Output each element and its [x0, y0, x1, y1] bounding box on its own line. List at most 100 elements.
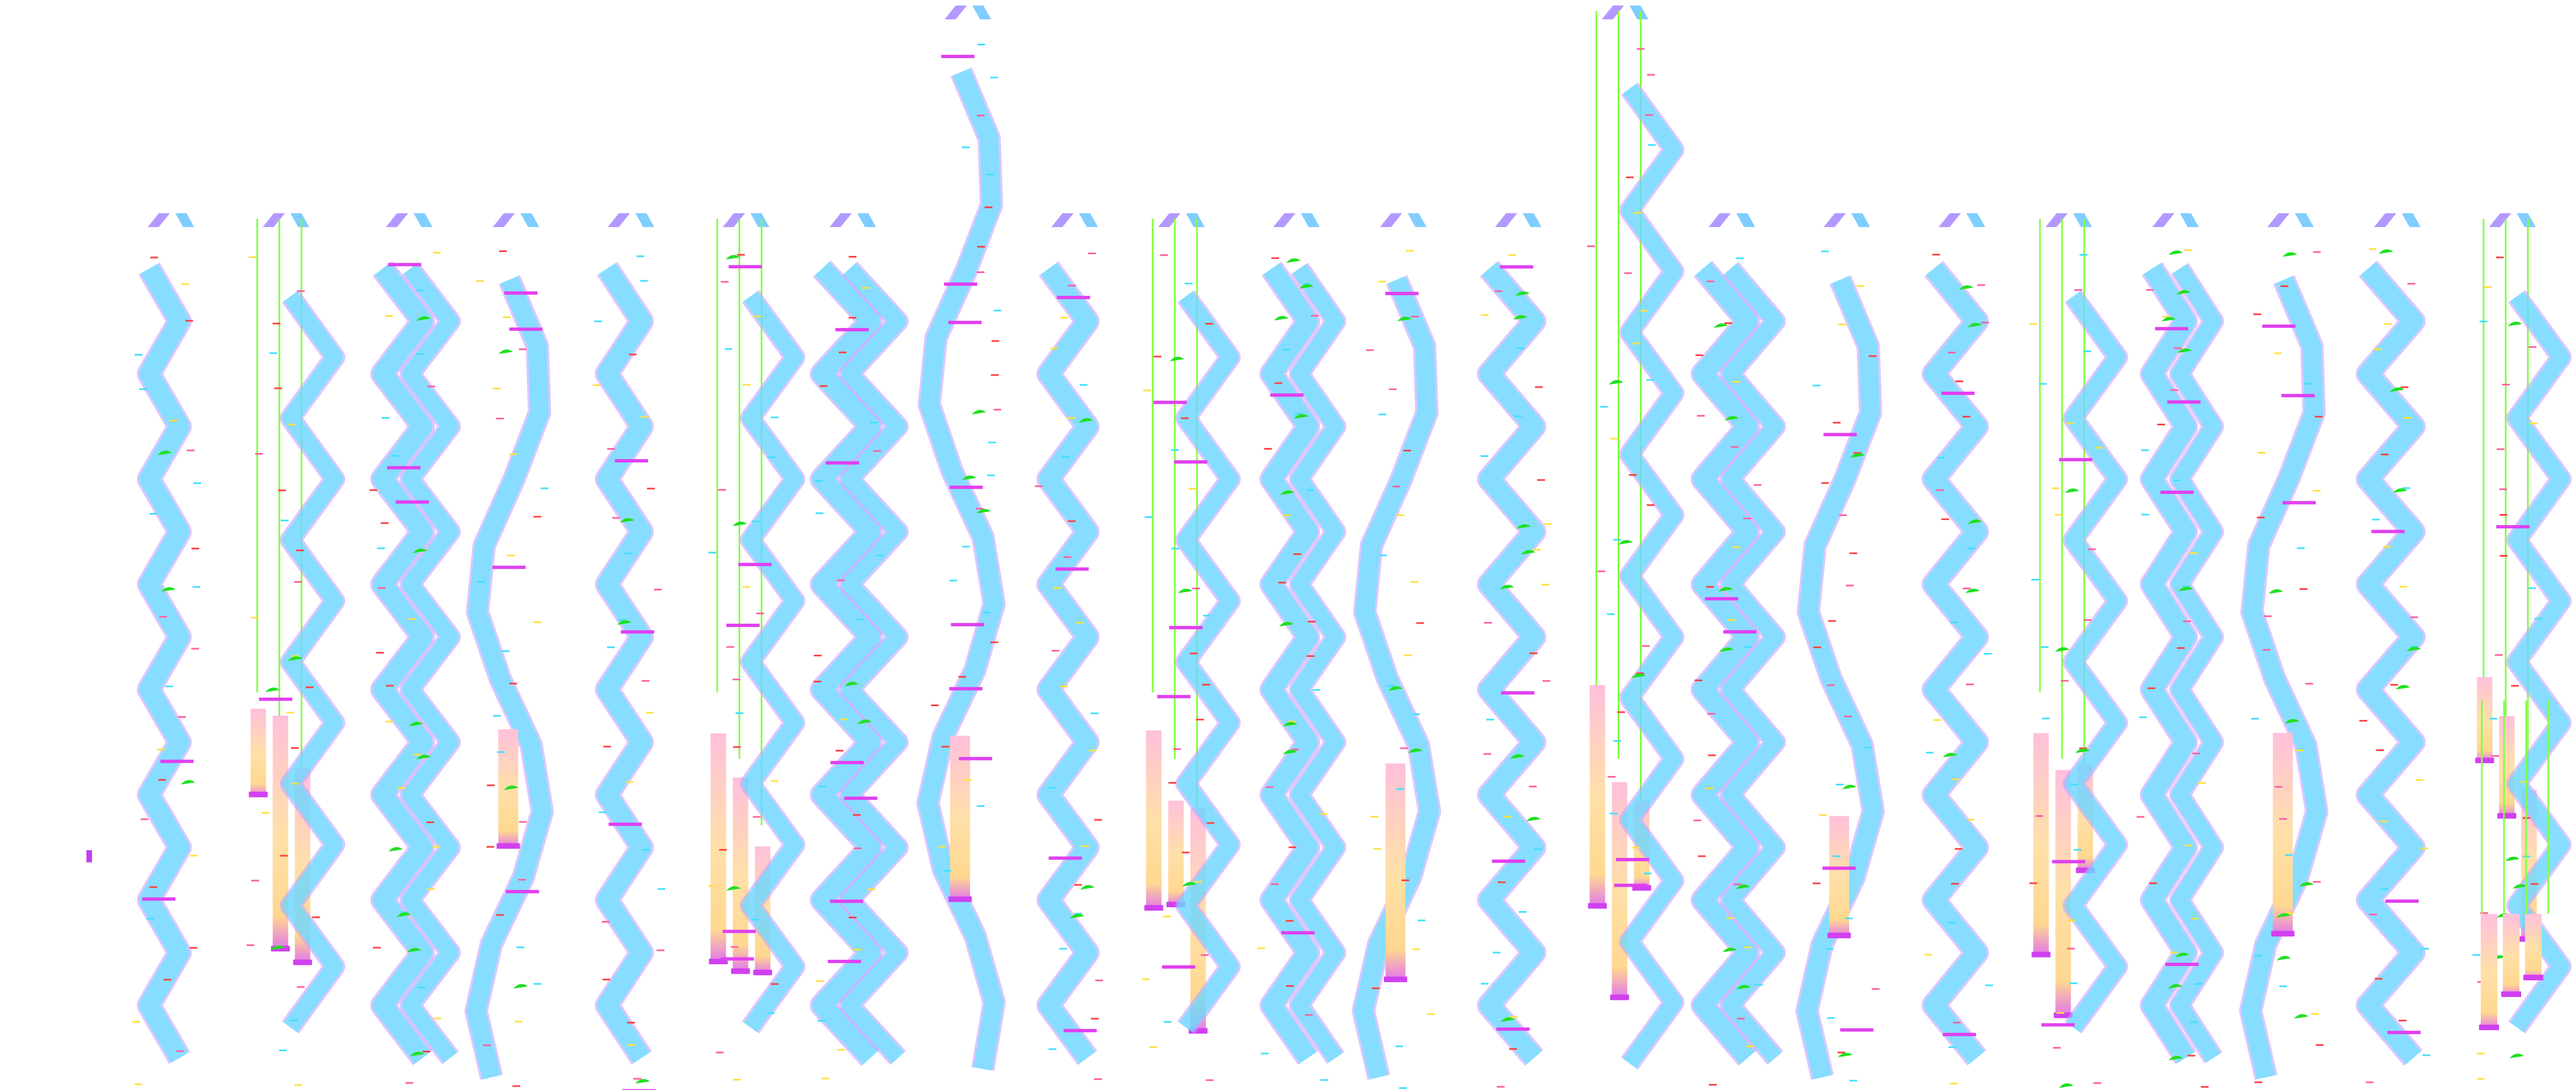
marker — [2070, 982, 2078, 984]
marker — [1632, 846, 1640, 849]
magenta-tag — [1823, 433, 1857, 436]
leaf-marker — [2406, 646, 2421, 651]
leaf-marker — [1736, 985, 1751, 990]
bar — [2525, 914, 2542, 980]
marker — [165, 685, 173, 687]
marker — [519, 821, 527, 823]
marker — [627, 1044, 635, 1046]
marker — [291, 783, 299, 785]
marker — [2374, 348, 2382, 351]
header-glyph — [829, 213, 852, 227]
leaf-marker — [413, 548, 428, 553]
marker — [2380, 888, 2388, 891]
marker — [1926, 752, 1934, 754]
leaf-marker — [1609, 380, 1624, 385]
marker — [1950, 621, 1958, 624]
marker — [861, 287, 870, 289]
marker — [1821, 482, 1829, 484]
leaf-marker — [2510, 1053, 2524, 1058]
marker — [1510, 1016, 1518, 1019]
marker — [2095, 446, 2103, 449]
marker — [1282, 348, 1290, 351]
marker — [1871, 988, 1880, 990]
ribbon — [812, 261, 881, 1065]
marker — [941, 745, 950, 748]
ribbon — [1479, 262, 1544, 1065]
bar-cap — [1144, 905, 1163, 911]
header-glyph — [1051, 213, 1074, 227]
marker — [814, 655, 822, 657]
marker — [149, 886, 157, 888]
leaf-marker — [1968, 519, 1983, 524]
marker — [1828, 620, 1836, 622]
ribbon — [2065, 291, 2126, 1032]
marker — [2170, 952, 2178, 954]
marker — [1181, 417, 1189, 419]
marker — [516, 946, 525, 948]
marker — [1947, 922, 1956, 924]
leaf-marker — [2178, 587, 2193, 592]
header-glyph — [520, 213, 540, 227]
marker — [1271, 883, 1279, 885]
marker — [835, 749, 844, 752]
marker — [261, 812, 269, 814]
marker — [1048, 786, 1056, 789]
marker — [1845, 917, 1853, 919]
marker — [1192, 587, 1200, 589]
bar-cap — [249, 791, 268, 798]
marker — [1399, 1087, 1407, 1089]
marker — [1821, 250, 1829, 253]
marker — [1951, 883, 1959, 885]
marker — [1933, 719, 1941, 721]
marker — [1205, 1079, 1214, 1081]
header-glyph — [2374, 213, 2397, 227]
leaf-marker — [1182, 882, 1197, 887]
marker — [2368, 248, 2377, 250]
marker — [1626, 176, 1634, 178]
marker — [1068, 417, 1076, 419]
leaf-marker — [407, 948, 422, 953]
marker — [1265, 786, 1274, 788]
leaf-marker — [1274, 316, 1289, 321]
marker — [726, 646, 735, 648]
magenta-tag — [1501, 691, 1535, 695]
marker — [291, 747, 299, 749]
ribbon — [918, 68, 1004, 1071]
marker — [2410, 616, 2419, 618]
marker — [2496, 256, 2504, 259]
marker — [849, 917, 857, 919]
leaf-marker — [1719, 647, 1734, 652]
magenta-tag — [726, 624, 760, 628]
marker — [938, 846, 946, 848]
marker — [159, 616, 167, 618]
leaf-marker — [976, 508, 991, 514]
marker — [1743, 517, 1751, 520]
marker — [742, 586, 751, 588]
bar-cap — [2479, 1025, 2499, 1030]
marker — [163, 979, 172, 981]
marker — [2398, 1020, 2406, 1022]
marker — [1480, 455, 1489, 457]
marker — [767, 1012, 775, 1014]
marker — [2480, 912, 2488, 914]
marker — [1088, 252, 1096, 254]
leaf-marker — [1500, 584, 1515, 590]
marker — [1495, 290, 1503, 292]
marker — [176, 1050, 184, 1052]
leaf-marker — [1408, 748, 1423, 753]
leaf-marker — [1282, 722, 1297, 727]
marker — [1827, 1017, 1835, 1019]
marker — [1636, 672, 1644, 675]
leaf-marker — [513, 984, 528, 989]
marker — [1051, 650, 1060, 652]
bar-cap — [496, 843, 520, 849]
header-glyph — [972, 6, 992, 19]
ribbon — [466, 276, 552, 1079]
ribbon — [372, 263, 433, 1064]
marker — [1835, 784, 1844, 786]
marker — [1068, 520, 1076, 522]
ribbon — [2142, 263, 2196, 1063]
marker — [977, 805, 985, 807]
leaf-marker — [270, 945, 285, 950]
marker — [646, 487, 655, 490]
